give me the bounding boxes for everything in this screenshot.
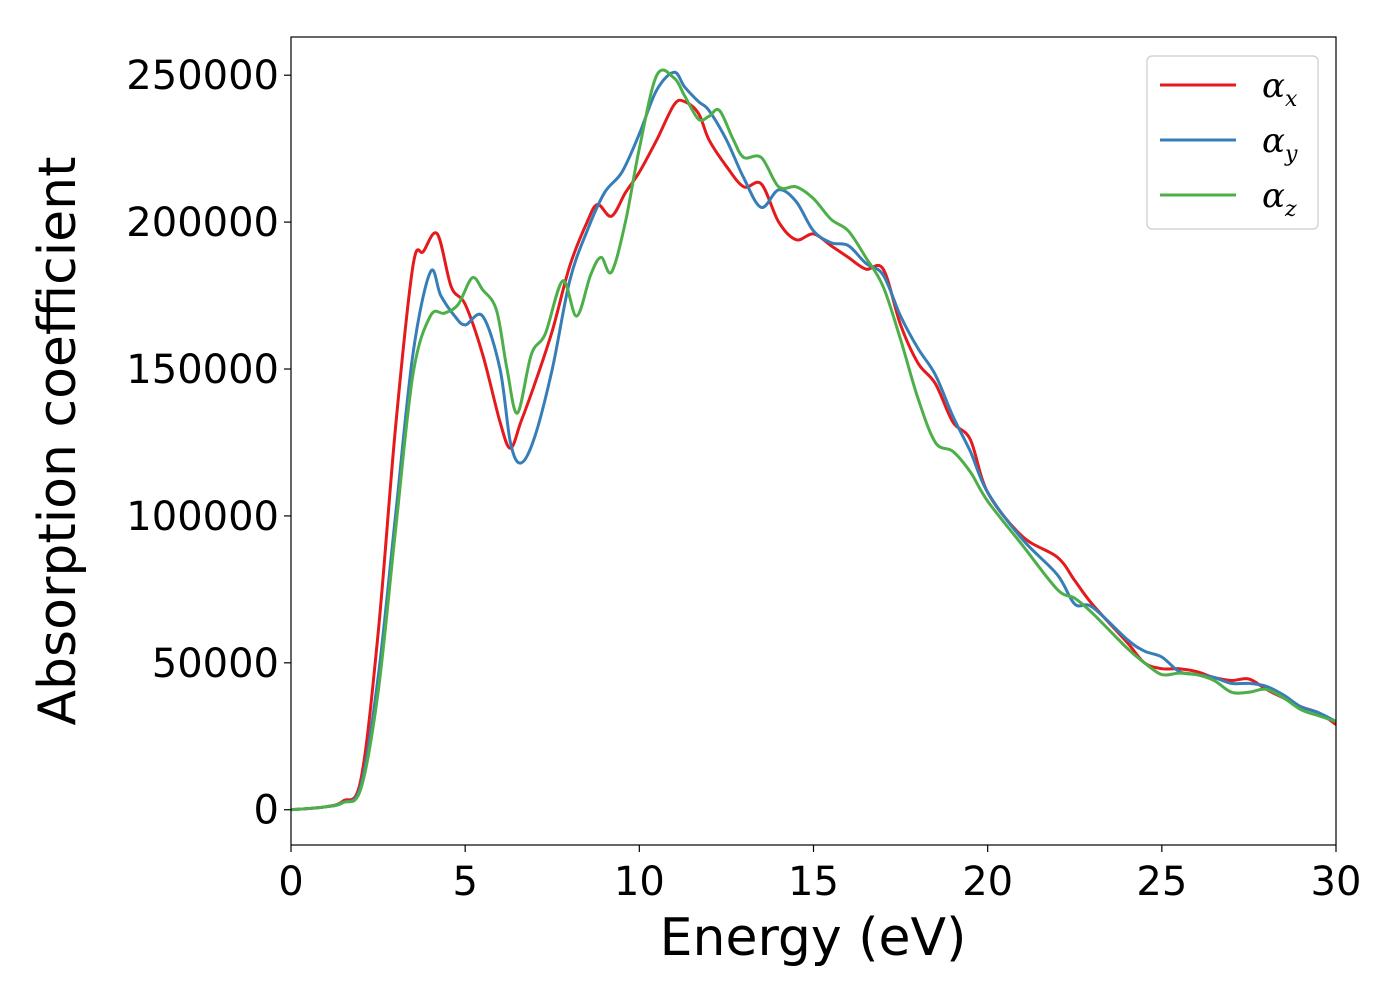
x-tick-label: 30 bbox=[1311, 859, 1362, 905]
legend-box bbox=[1146, 55, 1319, 230]
y-tick-label: 200000 bbox=[126, 200, 279, 246]
series-line-z bbox=[290, 68, 1337, 812]
y-axis-label: Absorption coefficient bbox=[28, 156, 88, 725]
x-tick-label: 25 bbox=[1136, 859, 1187, 905]
legend-label-alpha-z: αz bbox=[1262, 176, 1297, 222]
x-axis-label: Energy (eV) bbox=[660, 908, 967, 968]
y-tick-label: 0 bbox=[254, 788, 279, 834]
legend-label-alpha-x: αx bbox=[1262, 66, 1298, 112]
series-line-x bbox=[290, 98, 1337, 812]
x-tick-label: 0 bbox=[278, 859, 303, 905]
ticks-layer: 0 5 10 15 20 25 30 0 50000 100000 150000 200000 2500… bbox=[126, 53, 1361, 905]
x-tick-label: 10 bbox=[614, 859, 665, 905]
legend: αx αy αz bbox=[1146, 55, 1319, 230]
y-tick-label: 50000 bbox=[152, 641, 279, 687]
x-tick-label: 15 bbox=[788, 859, 839, 905]
series-layer bbox=[290, 68, 1337, 812]
x-tick-label: 20 bbox=[962, 859, 1013, 905]
legend-label-alpha-y: αy bbox=[1262, 121, 1298, 167]
x-tick-label: 5 bbox=[452, 859, 477, 905]
y-tick-label: 150000 bbox=[126, 347, 279, 393]
y-tick-label: 100000 bbox=[126, 494, 279, 540]
y-tick-label: 250000 bbox=[126, 53, 279, 99]
